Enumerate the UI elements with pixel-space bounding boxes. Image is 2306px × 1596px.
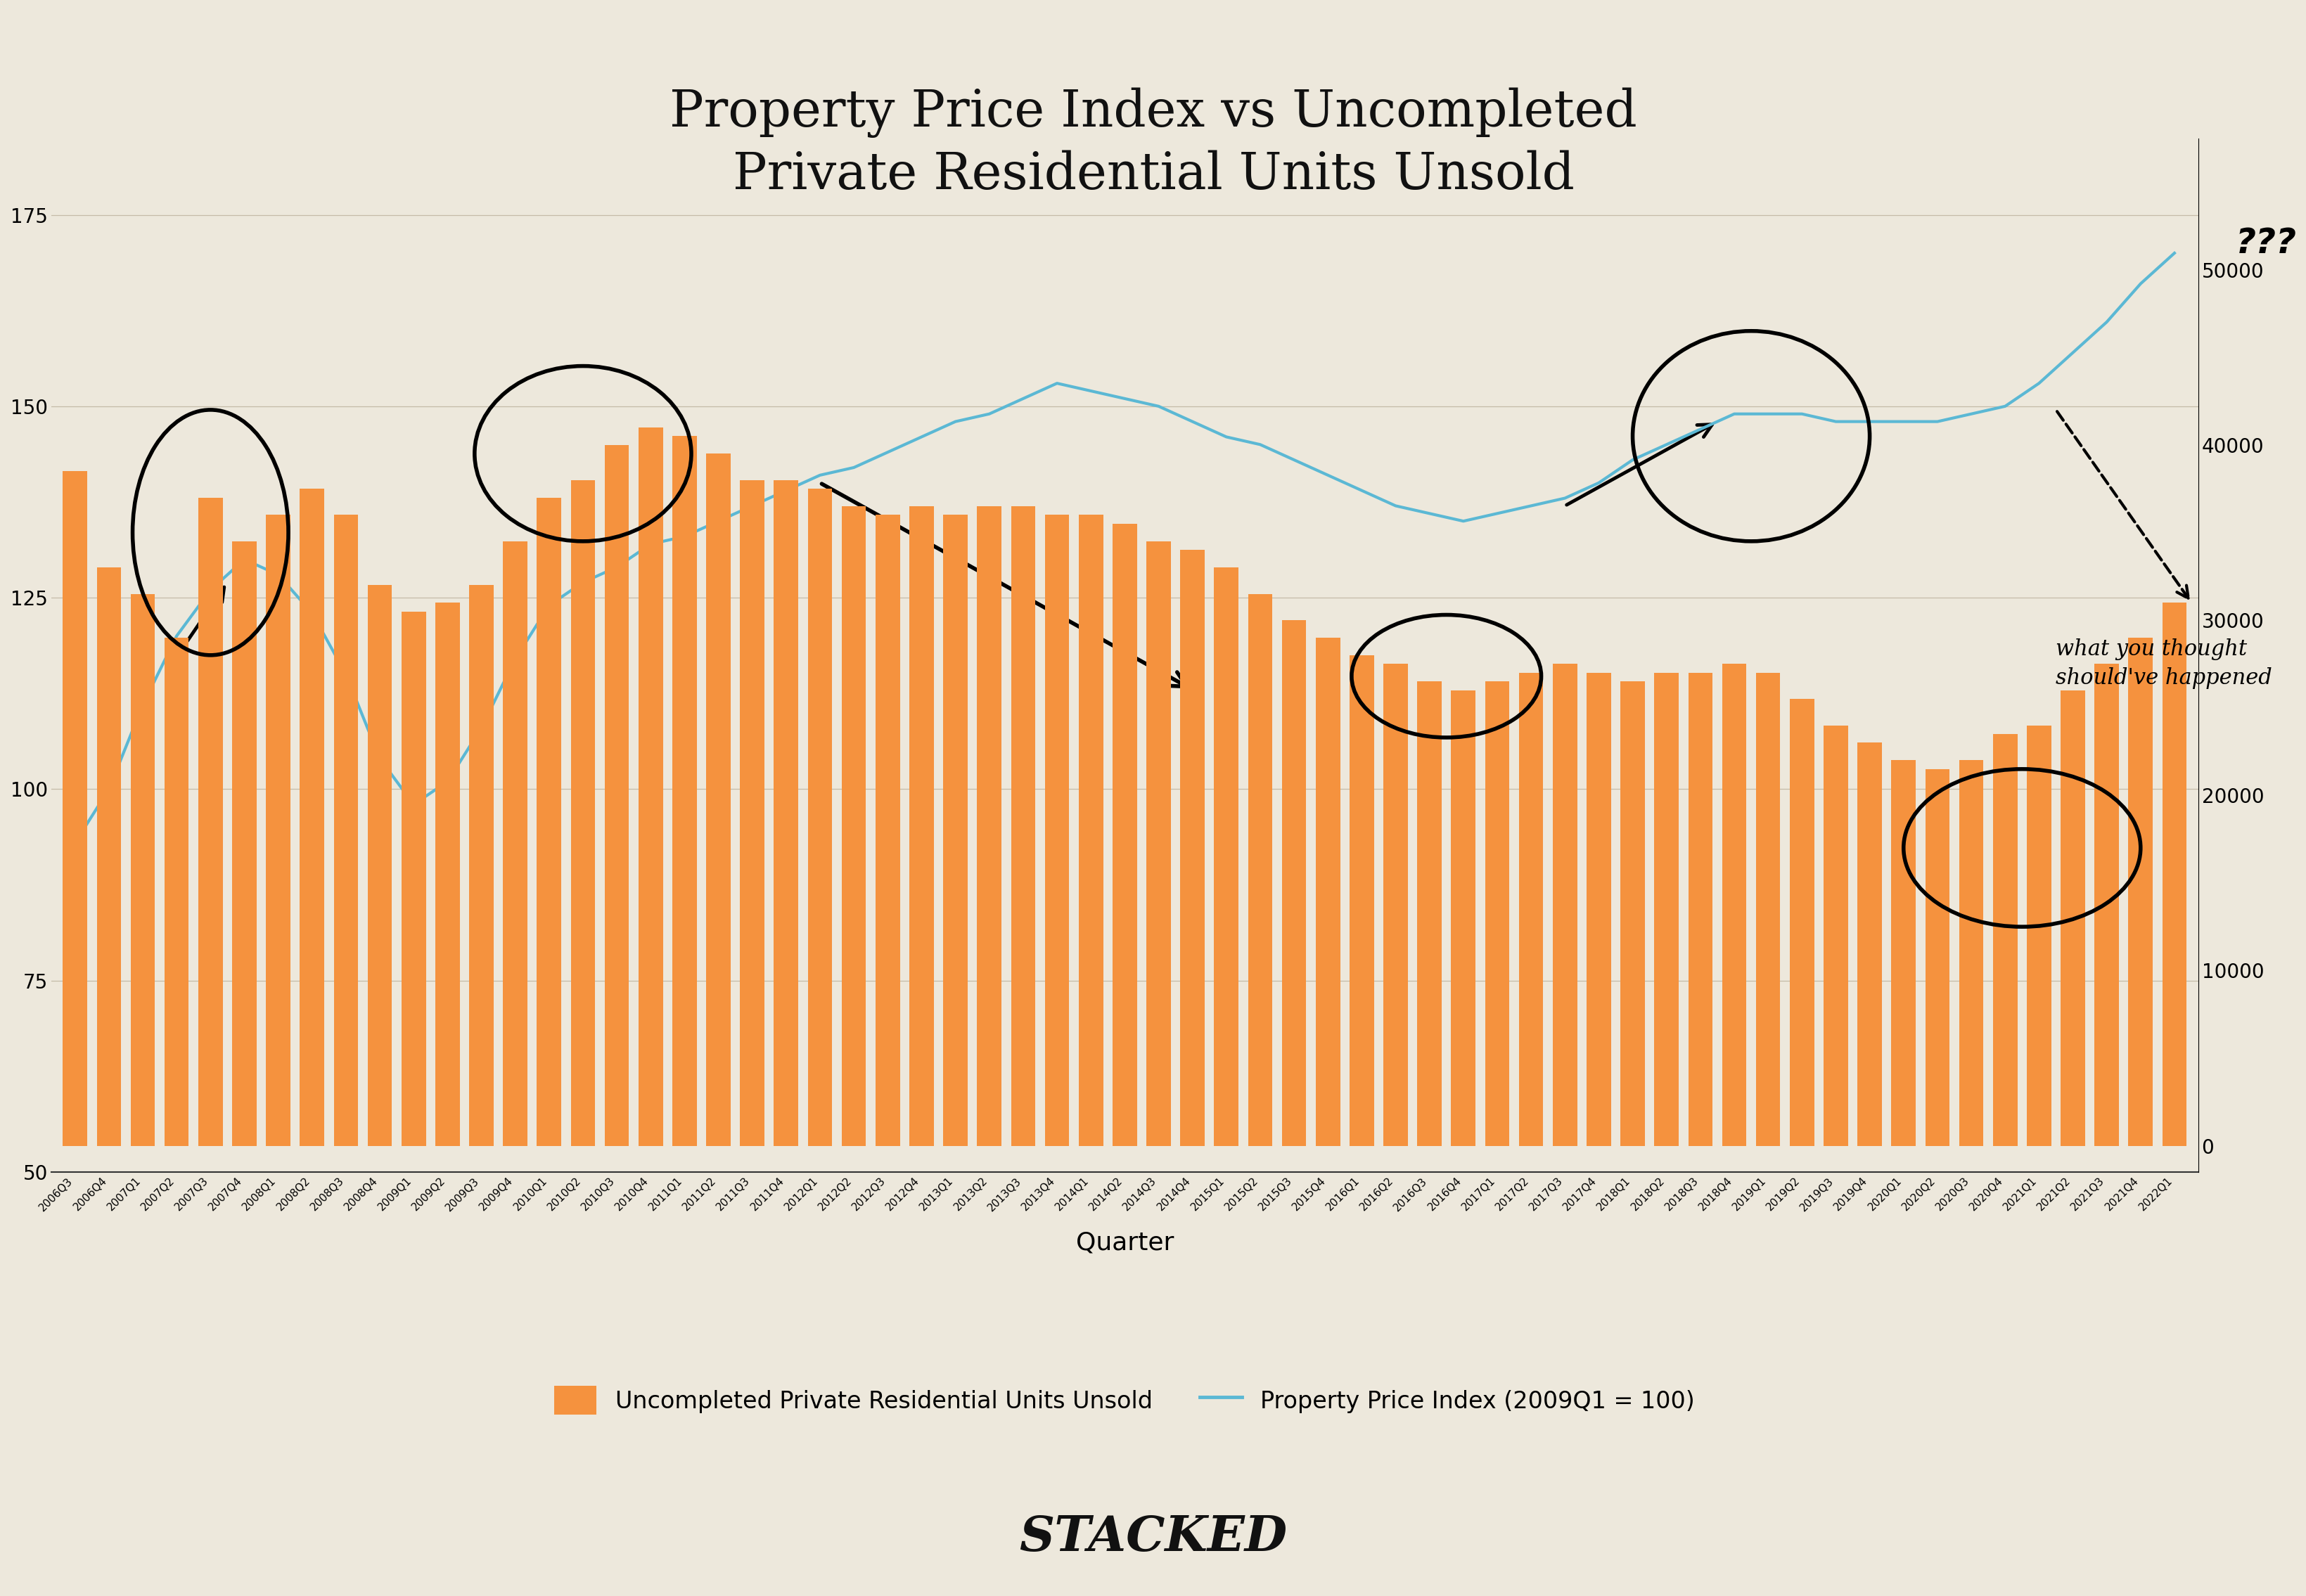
Bar [2027, 725, 2050, 1146]
Legend: Uncompleted Private Residential Units Unsold, Property Price Index (2009Q1 = 100: Uncompleted Private Residential Units Un… [544, 1377, 1704, 1424]
Bar [1587, 672, 1610, 1146]
Bar [1688, 672, 1711, 1146]
Bar [367, 586, 392, 1146]
Bar [1079, 516, 1102, 1146]
X-axis label: Quarter: Quarter [1075, 1231, 1174, 1254]
Bar [1891, 760, 1916, 1146]
Bar [1314, 638, 1340, 1146]
Bar [1789, 699, 1813, 1146]
Bar [1926, 769, 1949, 1146]
Bar [1045, 516, 1070, 1146]
Bar [468, 586, 493, 1146]
Bar [401, 611, 427, 1146]
Bar [164, 638, 189, 1146]
Bar [1653, 672, 1679, 1146]
Bar [1517, 672, 1543, 1146]
Bar [537, 498, 560, 1146]
Bar [706, 453, 731, 1146]
Bar [1111, 523, 1137, 1146]
Bar [1181, 551, 1204, 1146]
Bar [2128, 638, 2151, 1146]
Bar [909, 506, 934, 1146]
Bar [1992, 734, 2018, 1146]
Bar [1213, 568, 1238, 1146]
Bar [1621, 681, 1644, 1146]
Bar [2161, 603, 2186, 1146]
Bar [97, 568, 120, 1146]
Bar [943, 516, 966, 1146]
Text: Property Price Index vs Uncompleted
Private Residential Units Unsold: Property Price Index vs Uncompleted Priv… [669, 88, 1637, 200]
Bar [131, 594, 155, 1146]
Bar [876, 516, 899, 1146]
Bar [2059, 689, 2085, 1146]
Bar [1384, 664, 1407, 1146]
Bar [842, 506, 865, 1146]
Bar [1723, 664, 1746, 1146]
Bar [775, 480, 798, 1146]
Text: what you thought
should've happened: what you thought should've happened [2055, 638, 2271, 689]
Bar [334, 516, 357, 1146]
Bar [436, 603, 459, 1146]
Bar [1755, 672, 1780, 1146]
Bar [2094, 664, 2119, 1146]
Bar [503, 541, 528, 1146]
Bar [740, 480, 763, 1146]
Bar [570, 480, 595, 1146]
Bar [198, 498, 224, 1146]
Bar [1856, 742, 1882, 1146]
Bar [233, 541, 256, 1146]
Bar [1282, 621, 1305, 1146]
Bar [1450, 689, 1476, 1146]
Bar [1416, 681, 1441, 1146]
Bar [1824, 725, 1847, 1146]
Bar [1552, 664, 1577, 1146]
Text: STACKED: STACKED [1019, 1513, 1287, 1561]
Bar [639, 428, 662, 1146]
Bar [807, 488, 832, 1146]
Bar [1349, 654, 1374, 1146]
Bar [62, 471, 88, 1146]
Bar [671, 436, 696, 1146]
Bar [1248, 594, 1273, 1146]
Bar [1146, 541, 1171, 1146]
Bar [1485, 681, 1508, 1146]
Text: ???: ??? [2235, 227, 2297, 260]
Bar [978, 506, 1001, 1146]
Bar [604, 445, 630, 1146]
Bar [1010, 506, 1035, 1146]
Bar [300, 488, 325, 1146]
Bar [265, 516, 291, 1146]
Bar [1958, 760, 1983, 1146]
